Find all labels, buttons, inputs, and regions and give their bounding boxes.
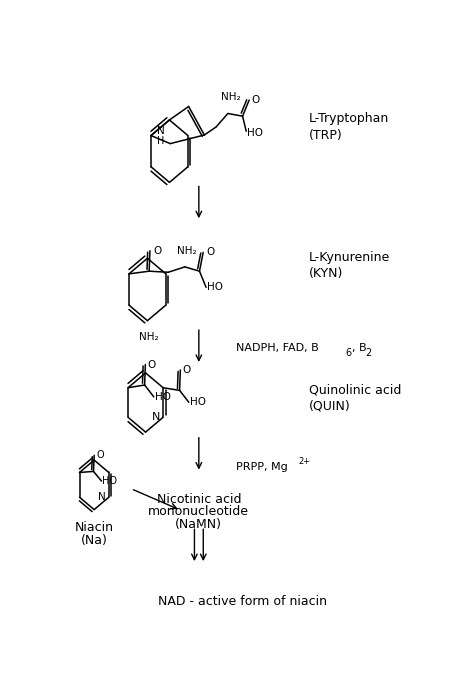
Text: HO: HO: [102, 476, 117, 486]
Text: N: N: [98, 492, 106, 503]
Text: (Na): (Na): [81, 534, 108, 547]
Text: L-Kynurenine: L-Kynurenine: [309, 251, 390, 264]
Text: HO: HO: [155, 392, 171, 402]
Text: PRPP, Mg: PRPP, Mg: [236, 462, 287, 472]
Text: mononucleotide: mononucleotide: [148, 505, 249, 518]
Text: 2+: 2+: [299, 457, 311, 466]
Text: (NaMN): (NaMN): [175, 518, 222, 531]
Text: L-Tryptophan: L-Tryptophan: [309, 113, 389, 125]
Text: Niacin: Niacin: [74, 521, 114, 535]
Text: (KYN): (KYN): [309, 267, 344, 280]
Text: O: O: [148, 359, 156, 370]
Text: HO: HO: [207, 282, 223, 292]
Text: N: N: [157, 126, 165, 136]
Text: O: O: [183, 365, 191, 375]
Text: NH₂: NH₂: [139, 332, 159, 342]
Text: (TRP): (TRP): [309, 129, 343, 141]
Text: , B: , B: [352, 343, 367, 352]
Text: NADPH, FAD, B: NADPH, FAD, B: [236, 343, 319, 352]
Text: (QUIN): (QUIN): [309, 399, 351, 412]
Text: H: H: [157, 136, 164, 147]
Text: NH₂: NH₂: [221, 92, 241, 102]
Text: 6: 6: [346, 348, 352, 358]
Text: NH₂: NH₂: [177, 246, 196, 256]
Text: O: O: [96, 450, 104, 460]
Text: N: N: [152, 412, 160, 422]
Text: 2: 2: [365, 348, 371, 358]
Text: HO: HO: [190, 397, 206, 408]
Text: O: O: [153, 246, 161, 256]
Text: Quinolinic acid: Quinolinic acid: [309, 383, 401, 396]
Text: Nicotinic acid: Nicotinic acid: [156, 493, 241, 506]
Text: HO: HO: [247, 129, 264, 138]
Text: NAD - active form of niacin: NAD - active form of niacin: [158, 595, 328, 608]
Text: O: O: [206, 247, 215, 257]
Text: O: O: [252, 95, 260, 105]
